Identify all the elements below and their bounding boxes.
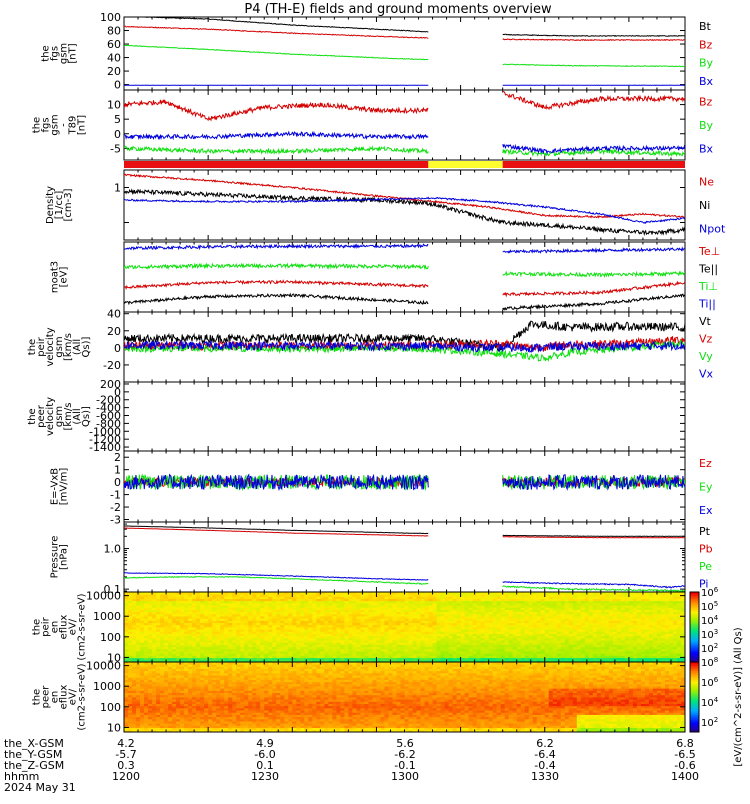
legend-Pb: Pb bbox=[699, 542, 713, 555]
ylabel-word: [nT] bbox=[68, 43, 79, 63]
legend-Vz: Vz bbox=[699, 332, 713, 345]
legend-Vy: Vy bbox=[699, 350, 713, 363]
y-tick-label: 0 bbox=[114, 476, 121, 489]
panel-frame bbox=[124, 17, 685, 90]
y-tick-label: 2 bbox=[114, 451, 121, 464]
legend-Ex: Ex bbox=[699, 504, 713, 517]
y-tick-label: -3 bbox=[110, 514, 121, 527]
legend-Bz: Bz bbox=[699, 96, 713, 109]
y-tick-label: -20 bbox=[103, 359, 121, 372]
legend-Pe: Pe bbox=[699, 560, 712, 573]
legend-By: By bbox=[699, 119, 714, 132]
legend-By: By bbox=[699, 57, 714, 70]
legend-Ey: Ey bbox=[699, 481, 713, 494]
series-line-Pi bbox=[124, 573, 685, 588]
series-line-Ni bbox=[124, 190, 685, 235]
y-tick-label: 40 bbox=[107, 308, 121, 321]
mode-segment bbox=[503, 161, 685, 168]
legend-Ne: Ne bbox=[699, 176, 714, 189]
series-line-Bz bbox=[124, 91, 685, 120]
y-tick-label: 100 bbox=[100, 11, 121, 24]
y-tick-label: -1 bbox=[110, 489, 121, 502]
legend-Bt: Bt bbox=[699, 20, 712, 33]
y-tick-label: 20 bbox=[107, 65, 121, 78]
ylabel-word: [nPa] bbox=[59, 544, 70, 570]
legend-Ni: Ni bbox=[699, 199, 710, 212]
y-tick-label: 200 bbox=[100, 378, 121, 391]
legend-Ti||: Ti|| bbox=[698, 297, 716, 310]
legend-Pt: Pt bbox=[699, 525, 711, 538]
legend-Ti⊥: Ti⊥ bbox=[698, 280, 718, 293]
series-line-By bbox=[124, 45, 685, 66]
y-tick-label: 1 bbox=[114, 464, 121, 477]
y-tick-label: 80 bbox=[107, 25, 121, 38]
panel-frame bbox=[124, 522, 685, 592]
y-tick-label: -5 bbox=[110, 142, 121, 155]
legend-Ez: Ez bbox=[699, 457, 712, 470]
legend-Bz: Bz bbox=[699, 38, 713, 51]
plot-title: P4 (TH-E) fields and ground moments over… bbox=[244, 2, 552, 17]
ylabel-word: [mV/m] bbox=[59, 468, 70, 506]
legend-Bx: Bx bbox=[699, 142, 714, 155]
series-line-Bz bbox=[124, 26, 685, 40]
y-tick-label: 20 bbox=[107, 325, 121, 338]
y-tick-label: 40 bbox=[107, 52, 121, 65]
ylabel-word: Qs)] bbox=[81, 406, 92, 427]
ylabel-word: [cm-3] bbox=[63, 188, 74, 221]
y-tick-label: 0 bbox=[114, 79, 121, 92]
y-tick-label: 5 bbox=[114, 113, 121, 126]
legend-Te⊥: Te⊥ bbox=[698, 245, 720, 258]
mode-segment bbox=[124, 161, 428, 168]
y-tick-label: 1.0 bbox=[104, 543, 122, 556]
legend-Npot: Npot bbox=[699, 222, 726, 235]
panel-frame bbox=[124, 382, 685, 451]
legend-Vt: Vt bbox=[699, 315, 712, 328]
y-tick-label: 1 bbox=[114, 182, 121, 195]
ylabel-word: [eV] bbox=[59, 267, 70, 288]
mode-segment bbox=[428, 161, 502, 168]
legend-Bx: Bx bbox=[699, 75, 714, 88]
y-tick-label: 60 bbox=[107, 38, 121, 51]
series-line-Te⊥ bbox=[124, 281, 685, 296]
series-line-By bbox=[124, 146, 685, 155]
ylabel-word: Qs)] bbox=[81, 336, 92, 357]
legend-Te||: Te|| bbox=[698, 262, 718, 275]
series-line-Ne bbox=[124, 174, 685, 217]
series-line-Ti⊥ bbox=[124, 264, 685, 276]
legend-Vx: Vx bbox=[699, 367, 714, 380]
y-tick-label: 10 bbox=[107, 99, 121, 112]
y-tick-label: -2 bbox=[110, 501, 121, 514]
y-tick-label: 0 bbox=[114, 128, 121, 141]
y-tick-label: 0 bbox=[114, 342, 121, 355]
ylabel-word: [nT] bbox=[77, 115, 88, 135]
